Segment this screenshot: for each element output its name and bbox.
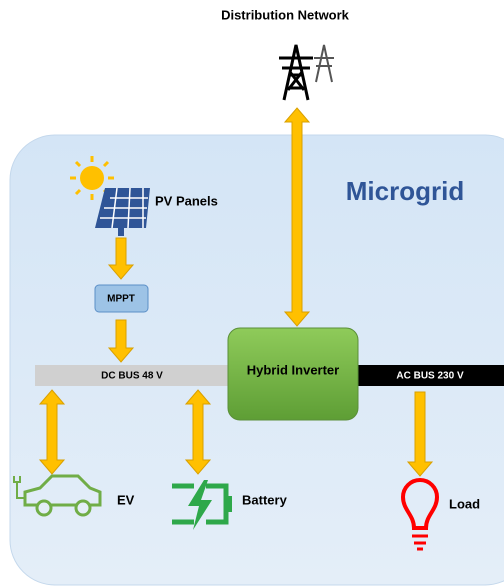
pv-stand — [118, 228, 124, 236]
mppt-label: MPPT — [107, 294, 135, 305]
region-label: Microgrid — [346, 176, 464, 206]
pv-label: PV Panels — [155, 193, 218, 208]
arrow — [406, 391, 434, 477]
arrow — [107, 319, 135, 363]
arrow — [283, 107, 311, 327]
load-label: Load — [449, 496, 480, 511]
arrow — [184, 389, 212, 475]
battery-label: Battery — [242, 492, 288, 507]
inverter-label: Hybrid Inverter — [247, 362, 339, 377]
load-icon — [400, 478, 440, 551]
tower-icon — [279, 44, 334, 101]
arrow — [107, 237, 135, 280]
ac-bus-label: AC BUS 230 V — [396, 371, 464, 382]
arrow — [38, 389, 66, 475]
title: Distribution Network — [221, 7, 350, 22]
dc-bus — [35, 365, 230, 386]
pv-panel-grid — [100, 187, 148, 229]
mppt-box — [94, 284, 149, 313]
ev-icon — [13, 474, 102, 517]
battery-icon — [172, 480, 232, 530]
inverter-box — [227, 327, 359, 421]
dc-bus-label: DC BUS 48 V — [101, 371, 163, 382]
ev-label: EV — [117, 492, 135, 507]
ac-bus — [358, 365, 504, 386]
